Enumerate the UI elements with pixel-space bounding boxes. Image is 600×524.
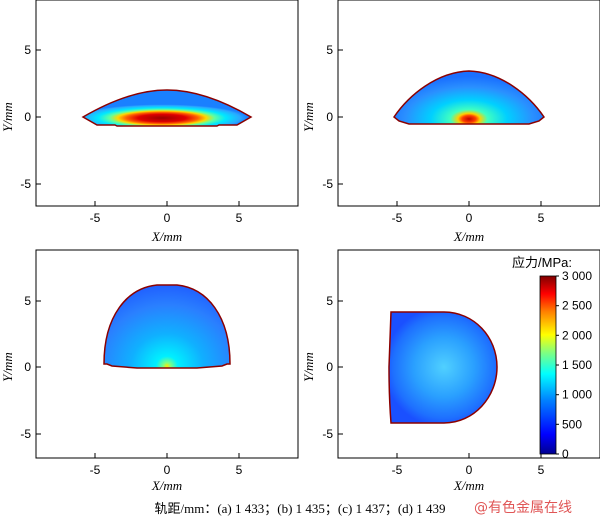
panel-c-xtick-label: 5 [236, 463, 243, 477]
colorbar-ticks: 3 000 2 500 2 000 1 500 1 000 500 0 [556, 269, 592, 461]
panel-b-xticks: -5 0 5 [392, 201, 545, 225]
colorbar-tick-label: 1 500 [562, 358, 592, 372]
colorbar-tick-label: 1 000 [562, 388, 592, 402]
colorbar-tick-label: 0 [562, 447, 569, 461]
panel-b-ylabel: Y/mm [301, 102, 316, 132]
panel-b-ytick-label: 0 [326, 110, 333, 124]
panel-c-xtick-label: 0 [164, 463, 171, 477]
watermark: @有色金属在线 [474, 500, 572, 516]
panel-b: -5 0 5 5 0 -5 X/mm Y/mm [301, 0, 600, 244]
colorbar-tick-label: 3 000 [562, 269, 592, 283]
colorbar-tick-label: 2 500 [562, 299, 592, 313]
panel-c-ytick-label: -5 [20, 427, 31, 441]
panel-c-xlabel: X/mm [151, 478, 182, 493]
panel-a-xlabel: X/mm [151, 229, 182, 244]
panel-d-yticks: 5 0 -5 [322, 294, 343, 441]
panel-d-ytick-label: 5 [326, 294, 333, 308]
panel-b-ytick-label: 5 [326, 43, 333, 57]
panel-b-yticks: 5 0 -5 [322, 43, 343, 191]
panel-d-stress-shape [388, 311, 498, 424]
panel-c-xtick-label: -5 [90, 463, 101, 477]
panel-d-ytick-label: 0 [326, 360, 333, 374]
panel-b-xtick-label: -5 [392, 211, 403, 225]
colorbar-tick-label: 500 [562, 417, 582, 431]
panel-a-yticks: 5 0 -5 [20, 43, 41, 191]
panel-b-ytick-label: -5 [322, 177, 333, 191]
panel-c: -5 0 5 5 0 -5 Y/mm X/mm [0, 249, 299, 493]
panel-d-xtick-label: 5 [538, 463, 545, 477]
panel-a-xtick-label: -5 [90, 211, 101, 225]
panel-a-ytick-label: 5 [24, 43, 31, 57]
panel-c-ytick-label: 0 [24, 360, 31, 374]
panel-d-xlabel: X/mm [453, 478, 484, 493]
panel-d-ytick-label: -5 [322, 427, 333, 441]
panel-a: -5 0 5 5 0 -5 X/mm Y/mm [0, 0, 299, 244]
panel-a-ylabel: Y/mm [0, 102, 15, 132]
panel-d-ylabel: Y/mm [301, 352, 316, 382]
panel-b-xtick-label: 5 [538, 211, 545, 225]
panel-a-ytick-label: -5 [20, 177, 31, 191]
panel-d-xtick-label: -5 [392, 463, 403, 477]
panel-c-xticks: -5 0 5 [90, 453, 243, 477]
panel-c-yticks: 5 0 -5 [20, 294, 41, 441]
panel-c-ytick-label: 5 [24, 294, 31, 308]
panel-b-xlabel: X/mm [453, 229, 484, 244]
panel-a-xtick-label: 0 [164, 211, 171, 225]
panel-a-xticks: -5 0 5 [90, 201, 243, 225]
panel-d: -5 0 5 5 0 -5 Y/mm X/mm 应力/MPa: [301, 249, 600, 493]
panel-c-ylabel: Y/mm [0, 352, 15, 382]
panel-a-ytick-label: 0 [24, 110, 31, 124]
panel-d-xtick-label: 0 [466, 463, 473, 477]
colorbar-title: 应力/MPa: [512, 255, 572, 270]
colorbar: 应力/MPa: 3 000 2 500 2 000 1 500 1 000 50… [512, 255, 592, 461]
colorbar-tick-label: 2 000 [562, 328, 592, 342]
panel-a-xtick-label: 5 [236, 211, 243, 225]
panel-b-xtick-label: 0 [466, 211, 473, 225]
figure-caption: 轨距/mm：(a) 1 433；(b) 1 435；(c) 1 437；(d) … [154, 501, 446, 516]
colorbar-gradient [539, 275, 557, 455]
